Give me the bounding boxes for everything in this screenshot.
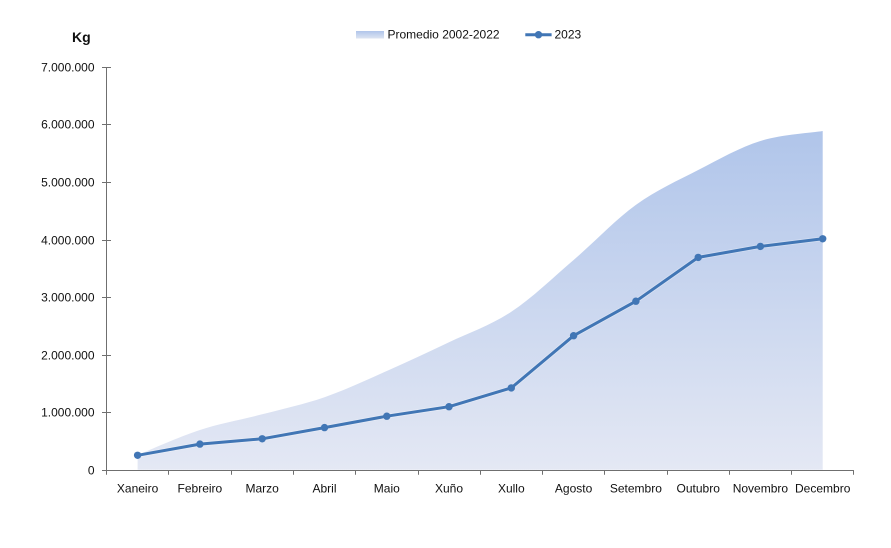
svg-text:2.000.000: 2.000.000	[41, 349, 95, 363]
svg-text:2023: 2023	[555, 28, 582, 42]
svg-text:Setembro: Setembro	[610, 482, 662, 496]
svg-text:6.000.000: 6.000.000	[41, 118, 95, 132]
svg-text:Outubro: Outubro	[677, 482, 721, 496]
svg-text:0: 0	[88, 464, 95, 478]
svg-text:4.000.000: 4.000.000	[41, 234, 95, 248]
svg-text:Agosto: Agosto	[555, 482, 593, 496]
svg-text:Maio: Maio	[374, 482, 400, 496]
svg-text:Xuño: Xuño	[435, 482, 463, 496]
svg-text:Xaneiro: Xaneiro	[117, 482, 159, 496]
svg-text:Abril: Abril	[312, 482, 336, 496]
svg-text:Febreiro: Febreiro	[178, 482, 223, 496]
svg-text:Decembro: Decembro	[795, 482, 851, 496]
svg-text:7.000.000: 7.000.000	[41, 61, 95, 75]
svg-text:Novembro: Novembro	[733, 482, 789, 496]
svg-text:Xullo: Xullo	[498, 482, 525, 496]
svg-text:1.000.000: 1.000.000	[41, 406, 95, 420]
svg-text:Promedio 2002-2022: Promedio 2002-2022	[388, 28, 500, 42]
svg-text:3.000.000: 3.000.000	[41, 291, 95, 305]
svg-text:Kg: Kg	[72, 29, 91, 45]
svg-text:Marzo: Marzo	[246, 482, 280, 496]
svg-text:5.000.000: 5.000.000	[41, 176, 95, 190]
